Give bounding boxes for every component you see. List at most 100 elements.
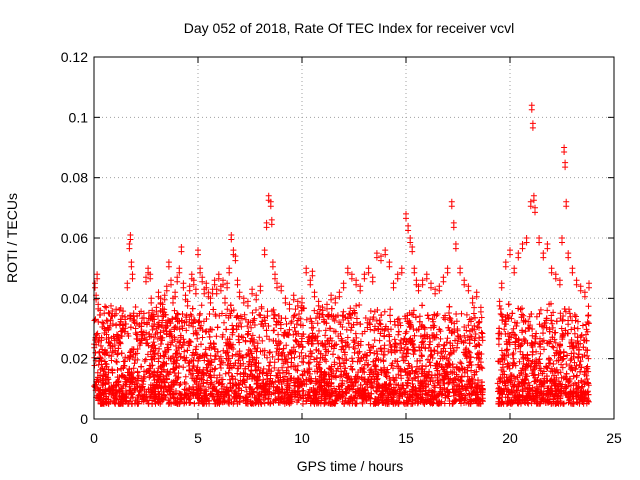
data-point <box>162 394 169 401</box>
data-point <box>253 378 260 384</box>
data-point <box>434 343 441 350</box>
data-point <box>568 339 575 345</box>
data-point <box>181 348 188 355</box>
data-point <box>199 376 206 383</box>
data-point <box>212 365 219 372</box>
data-point <box>375 356 382 363</box>
data-point <box>191 317 198 324</box>
data-point <box>338 368 344 375</box>
data-point <box>244 351 251 358</box>
data-point <box>422 372 429 379</box>
data-point <box>344 334 351 341</box>
data-point <box>421 324 428 331</box>
data-point <box>140 374 147 380</box>
data-point <box>438 391 445 398</box>
data-point <box>328 343 335 350</box>
data-point <box>508 389 515 396</box>
data-point <box>402 353 408 360</box>
data-point <box>559 334 566 341</box>
data-point <box>423 363 429 370</box>
data-point <box>131 360 138 367</box>
data-point <box>543 373 550 380</box>
data-point <box>371 350 378 357</box>
data-point <box>408 400 415 407</box>
data-point <box>447 315 454 322</box>
data-point <box>275 377 282 384</box>
data-point <box>479 337 486 344</box>
data-point <box>240 369 247 376</box>
data-point <box>218 365 224 371</box>
data-point <box>158 322 165 329</box>
data-point <box>250 317 257 324</box>
data-point <box>306 366 313 373</box>
data-point <box>580 344 587 351</box>
data-point <box>127 324 134 331</box>
data-point <box>94 330 101 337</box>
data-point <box>116 388 123 394</box>
data-point <box>380 358 387 365</box>
data-point <box>307 315 314 322</box>
data-point <box>568 326 575 333</box>
data-point <box>114 378 121 385</box>
data-point <box>240 397 247 404</box>
data-point <box>114 367 121 373</box>
data-point <box>447 350 454 357</box>
data-point <box>323 320 330 327</box>
data-point <box>252 345 259 352</box>
data-point <box>495 341 502 348</box>
data-point <box>585 320 592 327</box>
data-point <box>300 395 307 402</box>
data-point <box>585 303 592 310</box>
data-point <box>214 374 221 381</box>
data-point <box>407 370 414 377</box>
data-point <box>577 368 584 375</box>
data-point <box>340 346 347 353</box>
data-point <box>335 383 342 390</box>
data-point <box>99 365 106 372</box>
data-point <box>222 350 229 357</box>
data-point <box>243 388 250 395</box>
data-point <box>295 330 302 337</box>
data-point <box>427 353 434 360</box>
data-point <box>230 325 237 332</box>
data-point <box>453 311 460 317</box>
data-point <box>114 359 120 366</box>
data-point <box>528 311 535 317</box>
data-point <box>350 394 357 401</box>
data-point <box>103 304 110 311</box>
data-point <box>225 399 232 406</box>
data-point <box>132 357 139 363</box>
data-point <box>197 325 204 332</box>
data-point <box>547 395 553 402</box>
data-point <box>463 327 470 334</box>
data-point <box>512 338 519 345</box>
data-point <box>92 337 99 343</box>
data-point <box>154 369 161 376</box>
data-point <box>191 400 198 407</box>
data-point <box>207 340 214 347</box>
data-point <box>514 320 521 326</box>
data-point <box>148 356 155 363</box>
data-point <box>475 377 481 384</box>
data-point <box>392 349 399 355</box>
data-point <box>336 319 343 326</box>
data-point <box>359 330 366 337</box>
data-point <box>344 385 351 392</box>
data-point <box>548 300 554 307</box>
data-point <box>446 398 453 404</box>
data-point <box>463 311 470 318</box>
data-point <box>379 388 386 395</box>
data-point <box>426 341 433 348</box>
data-point <box>158 368 165 375</box>
data-point <box>524 363 531 369</box>
data-point <box>528 342 535 349</box>
data-point <box>362 351 368 358</box>
data-point <box>575 318 581 325</box>
data-point <box>537 398 544 405</box>
data-point <box>374 307 381 313</box>
data-point <box>348 314 355 321</box>
data-point <box>244 373 251 380</box>
data-point <box>476 318 483 325</box>
data-point <box>575 351 582 358</box>
data-point <box>105 400 112 407</box>
